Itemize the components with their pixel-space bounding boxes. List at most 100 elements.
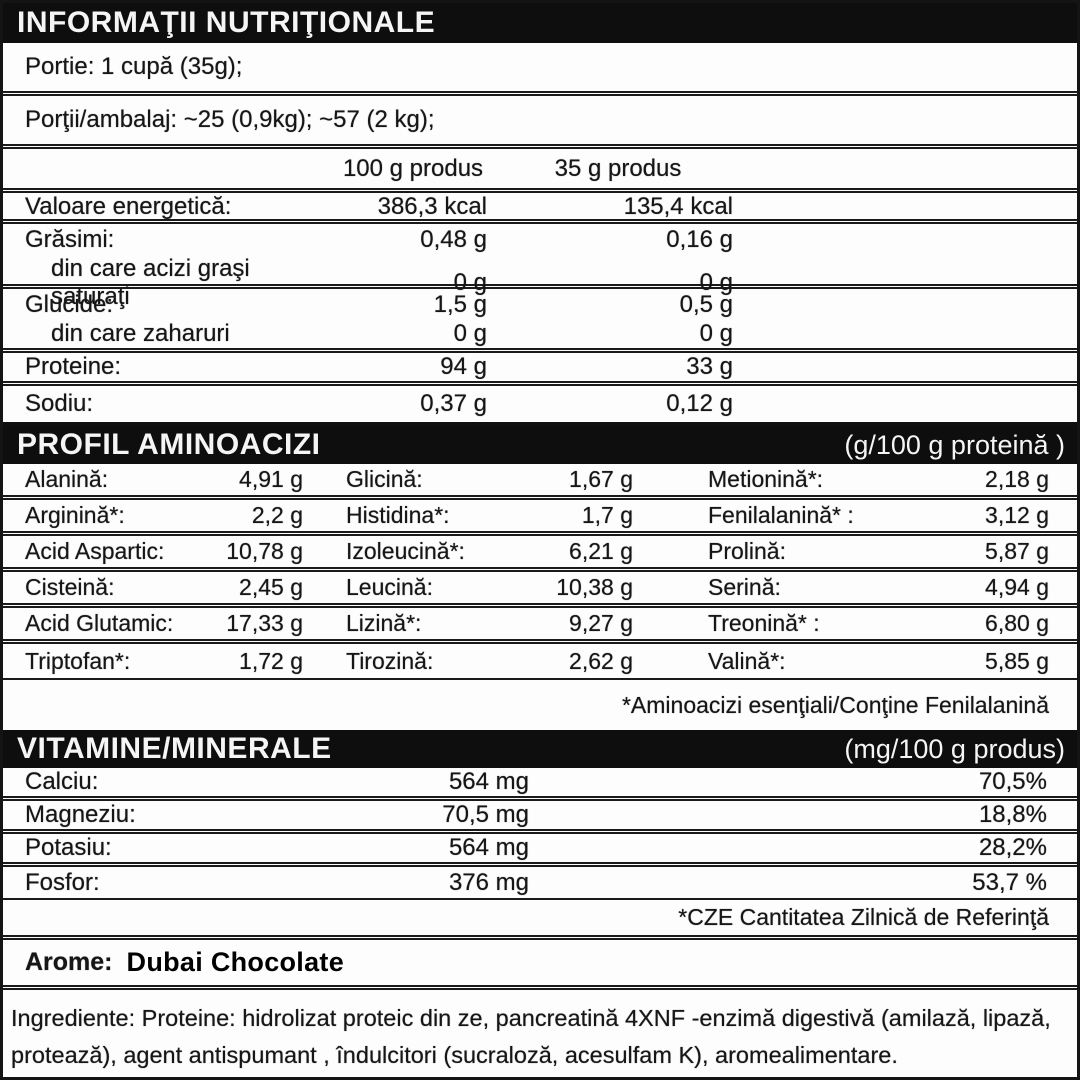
row-label: Proteine:: [25, 353, 122, 380]
amino-name: Histidina*:: [346, 502, 450, 528]
amino-value: 3,12 g: [985, 502, 1049, 528]
amino-name: Fenilalanină* :: [708, 502, 854, 528]
amino-value: 2,2 g: [251, 502, 303, 528]
nutrition-title-bar: INFORMAŢII NUTRIŢIONALE: [3, 3, 1077, 43]
amino-footnote-text: *Aminoacizi esenţiali/Conţine Fenilalani…: [621, 691, 1049, 718]
ingredients-block: Ingrediente: Proteine: hidrolizat protei…: [3, 990, 1077, 1074]
amino-section-title: PROFIL AMINOACIZI: [17, 428, 321, 461]
amino-name: Alanină:: [25, 466, 109, 492]
amino-row: Arginină*: 2,2 g Histidina*: 1,7 g Fenilal…: [3, 500, 1077, 536]
row-label: din care zaharuri: [51, 320, 230, 347]
amino-value: 6,80 g: [985, 610, 1049, 636]
amino-title-bar: PROFIL AMINOACIZI (g/100 g proteină ): [3, 426, 1077, 464]
table-row-sugars: din care zaharuri 0 g 0 g: [3, 320, 1077, 353]
vitamins-title-bar: VITAMINE/MINERALE (mg/100 g produs): [3, 730, 1077, 768]
amino-value: 17,33 g: [226, 610, 303, 636]
mineral-amount: 70,5 mg: [442, 801, 529, 828]
flavor-label: Arome:: [25, 948, 113, 976]
value-35g: 0,16 g: [666, 225, 733, 253]
mineral-label: Potasiu:: [25, 834, 112, 861]
vitamins-unit-label: (mg/100 g produs): [844, 733, 1065, 764]
amino-value: 10,78 g: [226, 538, 303, 564]
amino-value: 4,91 g: [239, 466, 303, 492]
amino-name: Metionină*:: [708, 466, 824, 492]
amino-name: Glicină:: [346, 466, 423, 492]
amino-name: Tirozină:: [346, 647, 434, 674]
vitamins-footnote-row: *CZE Cantitatea Zilnică de Referinţă: [3, 900, 1077, 940]
table-row-saturated-fat: din care acizi graşi saturaţi 0 g 0 g: [3, 255, 1077, 310]
amino-row: Alanină: 4,91 g Glicină: 1,67 g Metionină*…: [3, 464, 1077, 500]
table-row-magnesium: Magneziu: 70,5 mg 18,8%: [3, 801, 1077, 834]
amino-value: 1,67 g: [569, 466, 633, 492]
table-row-fat: Grăsimi: 0,48 g 0,16 g: [3, 224, 1077, 255]
amino-value: 5,85 g: [985, 647, 1049, 674]
ingredients-text: Ingrediente: Proteine: hidrolizat protei…: [11, 1005, 1051, 1068]
mineral-amount: 376 mg: [448, 868, 529, 896]
col-header-35g: 35 g produs: [554, 154, 682, 182]
amino-name: Treonină* :: [708, 610, 820, 636]
amino-value: 2,62 g: [569, 647, 633, 674]
amino-name: Leucină:: [346, 574, 433, 600]
amino-name: Triptofan*:: [25, 647, 131, 674]
table-row-potassium: Potasiu: 564 mg 28,2%: [3, 834, 1077, 867]
value-35g: 0 g: [699, 320, 733, 347]
servings-per-pack-row: Porţii/ambalaj: ~25 (0,9kg); ~57 (2 kg);: [3, 96, 1077, 149]
amino-value: 9,27 g: [569, 610, 633, 636]
amino-value: 1,7 g: [581, 502, 633, 528]
amino-row: Cisteină: 2,45 g Leucină: 10,38 g Serină: 4…: [3, 572, 1077, 608]
amino-name: Izoleucină*:: [346, 538, 465, 564]
value-35g: 0,5 g: [679, 290, 733, 318]
nutrition-column-header-row: 100 g produs 35 g produs: [3, 149, 1077, 193]
value-100g: 0 g: [453, 269, 487, 296]
mineral-label: Calciu:: [25, 768, 99, 795]
flavor-row: Arome: Dubai Chocolate: [3, 940, 1077, 990]
table-row-phosphorus: Fosfor: 376 mg 53,7 %: [3, 867, 1077, 900]
mineral-daily-value: 70,5%: [978, 768, 1047, 795]
col-header-100g: 100 g produs: [342, 154, 484, 182]
mineral-label: Magneziu:: [25, 801, 136, 828]
amino-row: Triptofan*: 1,72 g Tirozină: 2,62 g Valină…: [3, 644, 1077, 680]
vitamins-section-title: VITAMINE/MINERALE: [17, 732, 332, 765]
amino-name: Prolină:: [708, 538, 786, 564]
value-100g: 386,3 kcal: [377, 193, 487, 220]
amino-unit-label: (g/100 g proteină ): [844, 429, 1065, 460]
serving-size-text: Portie: 1 cupă (35g);: [25, 53, 243, 80]
row-label: Grăsimi:: [25, 225, 115, 253]
amino-name: Acid Glutamic:: [25, 610, 174, 636]
table-row-sodium: Sodiu: 0,37 g 0,12 g: [3, 386, 1077, 426]
amino-value: 2,45 g: [239, 574, 303, 600]
value-35g: 33 g: [686, 353, 733, 380]
row-label: Valoare energetică:: [25, 193, 232, 220]
table-row-carbs: Glucide: 1,5 g 0,5 g: [3, 289, 1077, 320]
mineral-label: Fosfor:: [25, 868, 100, 896]
serving-size-row: Portie: 1 cupă (35g);: [3, 43, 1077, 96]
mineral-amount: 564 mg: [448, 768, 529, 795]
row-label: din care acizi graşi saturaţi: [51, 255, 250, 310]
servings-per-pack-text: Porţii/ambalaj: ~25 (0,9kg); ~57 (2 kg);: [25, 106, 435, 133]
value-100g: 94 g: [440, 353, 487, 380]
amino-name: Cisteină:: [25, 574, 115, 600]
flavor-value: Dubai Chocolate: [126, 947, 345, 977]
amino-value: 2,18 g: [985, 466, 1049, 492]
amino-name: Lizină*:: [346, 610, 422, 636]
amino-name: Acid Aspartic:: [25, 538, 165, 564]
value-100g: 1,5 g: [433, 290, 487, 318]
table-row-energy: Valoare energetică: 386,3 kcal 135,4 kca…: [3, 193, 1077, 224]
table-row-calcium: Calciu: 564 mg 70,5%: [3, 768, 1077, 801]
amino-row: Acid Glutamic: 17,33 g Lizină*: 9,27 g Tre…: [3, 608, 1077, 644]
amino-name: Arginină*:: [25, 502, 125, 528]
amino-name: Valină*:: [708, 647, 786, 674]
row-label: Sodiu:: [25, 390, 94, 417]
value-100g: 0 g: [453, 320, 487, 347]
mineral-daily-value: 18,8%: [978, 801, 1047, 828]
vitamins-footnote-text: *CZE Cantitatea Zilnică de Referinţă: [678, 904, 1049, 930]
amino-value: 10,38 g: [556, 574, 633, 600]
amino-value: 4,94 g: [985, 574, 1049, 600]
amino-value: 6,21 g: [569, 538, 633, 564]
value-100g: 0,48 g: [420, 225, 487, 253]
mineral-amount: 564 mg: [448, 834, 529, 861]
amino-value: 1,72 g: [239, 647, 303, 674]
amino-footnote-row: *Aminoacizi esenţiali/Conţine Fenilalani…: [3, 680, 1077, 730]
amino-row: Acid Aspartic: 10,78 g Izoleucină*: 6,21 g…: [3, 536, 1077, 572]
mineral-daily-value: 53,7 %: [972, 868, 1047, 896]
